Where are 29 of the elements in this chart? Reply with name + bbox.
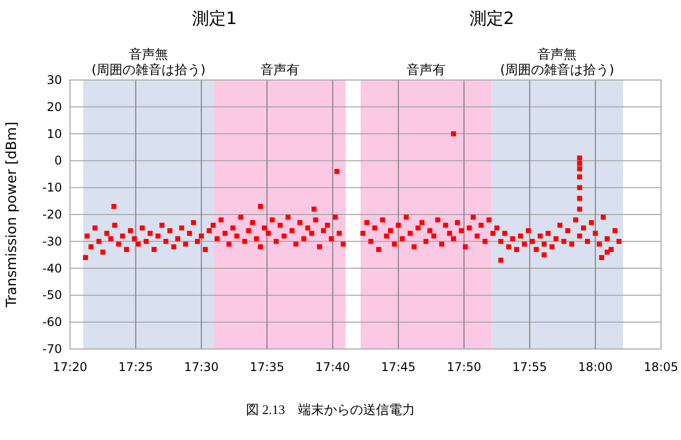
x-tick-label: 17:40 [315,360,350,374]
y-tick-label: -50 [42,288,62,302]
y-tick-label: -40 [42,261,62,276]
band-label: 音声無 (周囲の雑音は拾う) [500,47,614,78]
text: 測定1 [192,9,237,29]
y-tick-label: 20 [46,100,62,114]
x-tick-label: 17:45 [381,360,416,374]
y-tick-label: 10 [46,126,62,141]
y-axis-title: Transmission power [dBm] [4,122,20,308]
x-tick-label: 17:25 [118,360,154,374]
x-tick-label: 17:50 [446,360,482,374]
caption: 図 2.13 端末からの送信電力 [246,402,415,417]
x-tick-label: 17:30 [184,360,219,374]
x-tick-label: 18:00 [578,360,613,374]
band-label: 音声有 [406,63,446,78]
y-tick-label: -60 [42,315,62,330]
y-tick-label: -10 [42,180,62,195]
y-tick-label: 0 [54,154,62,168]
text: 測定2 [469,9,514,29]
x-tick-label: 17:35 [250,360,284,374]
x-tick-label: 17:20 [52,360,88,374]
y-tick-label: -70 [42,342,62,356]
y-tick-label: 30 [46,73,62,87]
y-tick-label: -30 [42,234,62,248]
x-tick-label: 18:05 [644,360,678,374]
band-label: 音声有 [260,63,300,78]
y-tick-label: -20 [42,208,62,222]
x-tick-label: 17:55 [512,360,548,374]
band-label: 音声無 (周囲の雑音は拾う) [91,47,206,78]
